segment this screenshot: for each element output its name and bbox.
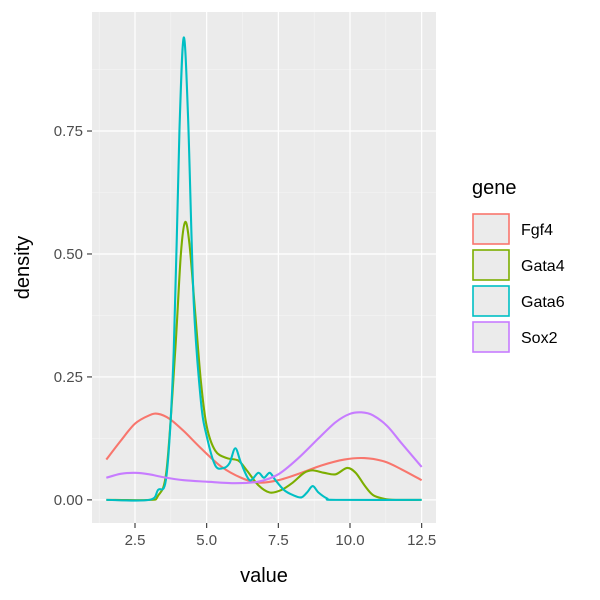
major-gridlines: [92, 12, 436, 523]
density-line-fgf4: [105, 412, 423, 484]
density-line-gata4: [106, 220, 422, 502]
legend-key-gata4: [472, 249, 510, 281]
y-axis-title: density: [12, 236, 34, 299]
legend-label-gata6: Gata6: [521, 294, 565, 311]
legend-label-fgf4: Fgf4: [521, 222, 553, 239]
x-axis: 2.5 5.0 7.5 10.0 12.5: [125, 523, 436, 549]
density-line-sox2: [106, 411, 423, 485]
y-tick-label: 0.25: [54, 369, 83, 386]
legend: gene Fgf4 Gata4 Gata6 Sox2: [472, 177, 565, 353]
legend-label-gata4: Gata4: [521, 258, 565, 275]
x-axis-title: value: [240, 565, 288, 587]
x-tick-label: 12.5: [407, 532, 436, 549]
plot-panel: [92, 12, 436, 523]
x-tick-label: 2.5: [125, 532, 146, 549]
y-tick-label: 0.00: [54, 492, 83, 509]
y-tick-label: 0.50: [54, 246, 83, 263]
minor-gridlines: [92, 12, 436, 523]
legend-label-sox2: Sox2: [521, 330, 558, 347]
legend-key-fgf4: [472, 213, 510, 245]
legend-title: gene: [472, 177, 517, 199]
y-axis: 0.00 0.25 0.50 0.75: [54, 123, 92, 509]
x-tick-label: 5.0: [196, 532, 217, 549]
x-tick-label: 7.5: [268, 532, 289, 549]
legend-key-sox2: [472, 321, 510, 353]
legend-key-gata6: [472, 285, 510, 317]
density-line-gata6: [106, 36, 422, 502]
y-tick-label: 0.75: [54, 123, 83, 140]
x-tick-label: 10.0: [335, 532, 364, 549]
density-curves: [105, 36, 423, 502]
